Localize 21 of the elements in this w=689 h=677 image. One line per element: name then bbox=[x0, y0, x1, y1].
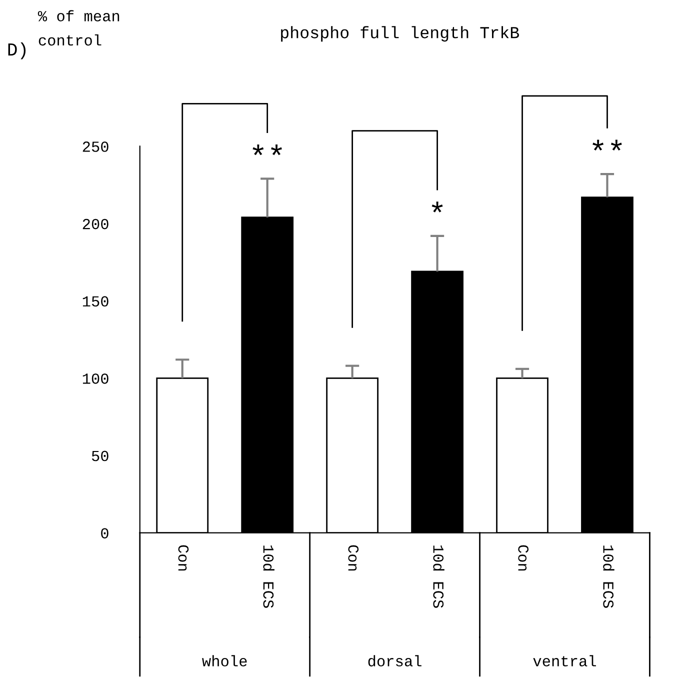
text: % of mean control bbox=[38, 10, 120, 46]
x-tick-label: Con bbox=[178, 545, 189, 571]
x-tick-label: Con bbox=[348, 545, 359, 571]
data-label: ** bbox=[252, 144, 282, 156]
x-tick-label: Con bbox=[518, 545, 529, 571]
y-tick-label: 0 bbox=[101, 528, 108, 538]
data-label: ** bbox=[592, 140, 622, 151]
y-tick-label: 100 bbox=[82, 373, 108, 384]
y-tick-label: 200 bbox=[82, 218, 108, 230]
y-tick-label: 50 bbox=[92, 450, 108, 462]
text: ventral bbox=[533, 655, 596, 666]
x-tick-label: 10d ECS bbox=[263, 546, 274, 608]
y-tick-label: 150 bbox=[82, 296, 108, 307]
text: dorsal bbox=[368, 655, 422, 666]
text: whole bbox=[202, 655, 247, 666]
chart-title: phospho full length TrkB bbox=[281, 26, 519, 42]
x-tick-label: 10d ECS bbox=[433, 546, 444, 608]
x-tick-label: 10d ECS bbox=[603, 546, 614, 608]
y-tick-label: 250 bbox=[82, 142, 108, 152]
text: D) bbox=[8, 42, 26, 60]
data-label: * bbox=[432, 202, 443, 212]
